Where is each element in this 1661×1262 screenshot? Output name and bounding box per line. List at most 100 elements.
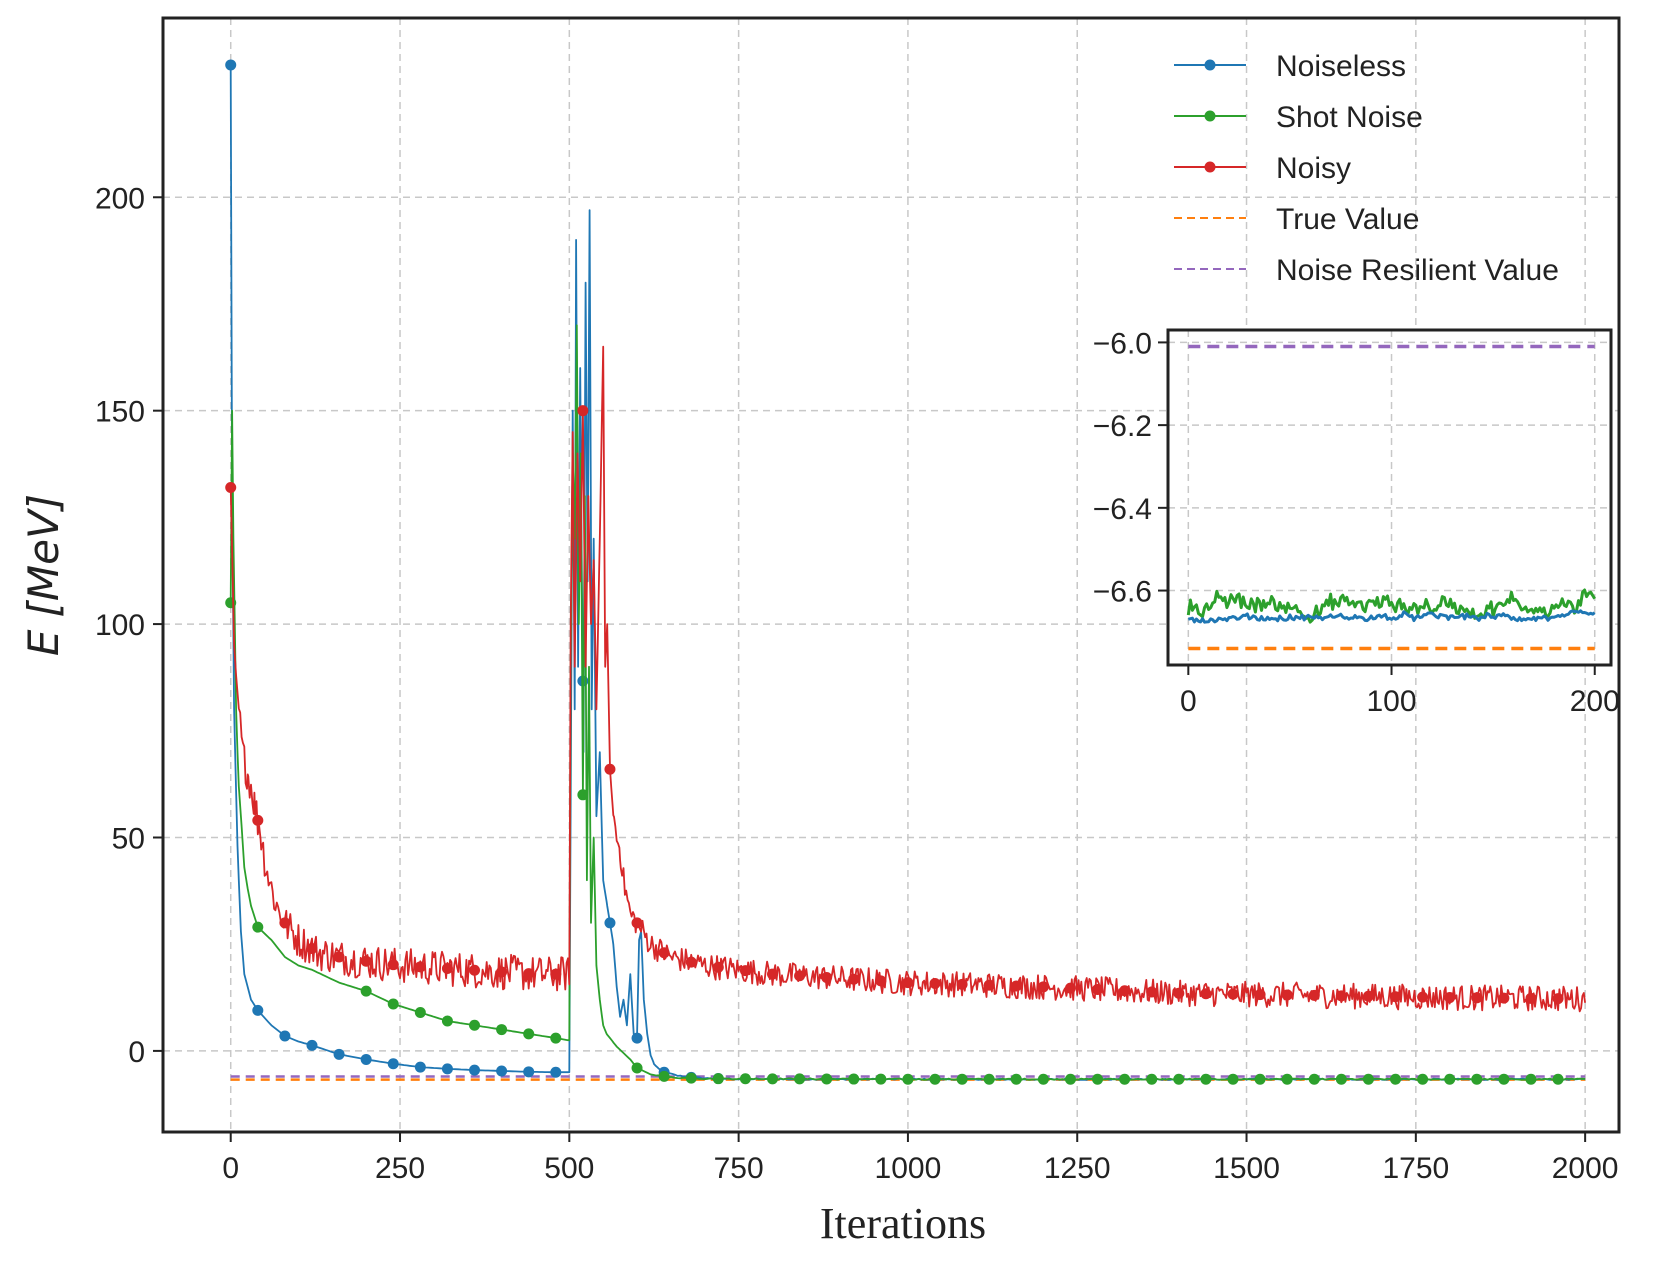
data-point-noisy xyxy=(496,966,508,978)
data-point-noisy xyxy=(279,917,291,929)
data-point-noisy xyxy=(469,964,481,976)
data-point-shot-noise xyxy=(1119,1073,1131,1085)
inset-y-tick-label: −6.6 xyxy=(1093,576,1152,609)
data-point-noisy xyxy=(956,978,968,990)
legend: Noiseless Shot Noise Noisy True Value No… xyxy=(1174,50,1559,287)
inset-y-tick-label: −6.2 xyxy=(1093,410,1152,443)
data-point-shot-noise xyxy=(712,1073,724,1085)
inset-ticks: 0 100 200 −6.6 −6.4 −6.2 −6.0 xyxy=(1093,327,1620,718)
y-tick-label: 100 xyxy=(95,609,145,642)
data-point-shot-noise xyxy=(523,1028,535,1040)
x-axis-label: Iterations xyxy=(820,1199,986,1248)
x-tick-label: 2000 xyxy=(1552,1152,1619,1185)
data-point-shot-noise xyxy=(1173,1073,1185,1085)
data-point-noisy xyxy=(333,951,345,963)
data-point-noisy xyxy=(414,961,426,973)
data-point-noisy xyxy=(1308,989,1320,1001)
data-point-noisy xyxy=(766,968,778,980)
y-tick-label: 0 xyxy=(128,1036,145,1069)
data-point-noiseless xyxy=(387,1058,399,1070)
data-point-noiseless xyxy=(496,1065,508,1077)
data-point-noisy xyxy=(1498,992,1510,1004)
data-point-noisy xyxy=(1146,986,1158,998)
data-point-shot-noise xyxy=(1254,1073,1266,1085)
main-plot-frame xyxy=(161,16,1621,1134)
y-tick-label: 200 xyxy=(95,182,145,215)
data-point-noiseless xyxy=(279,1030,291,1042)
legend-label-noiseless: Noiseless xyxy=(1276,50,1406,83)
data-point-shot-noise xyxy=(360,985,372,997)
data-point-shot-noise xyxy=(902,1073,914,1085)
data-point-noiseless xyxy=(604,917,616,929)
inset-y-tick-label: −6.0 xyxy=(1093,327,1152,360)
data-point-noisy xyxy=(1092,983,1104,995)
data-point-noiseless xyxy=(414,1061,426,1073)
inset-series xyxy=(1186,344,1596,651)
data-point-noisy xyxy=(550,968,562,980)
data-point-noiseless xyxy=(225,59,237,71)
data-point-shot-noise xyxy=(550,1032,562,1044)
data-point-noiseless xyxy=(523,1066,535,1078)
data-point-shot-noise xyxy=(1064,1073,1076,1085)
inset-x-tick-label: 0 xyxy=(1180,685,1197,718)
x-tick-label: 500 xyxy=(544,1152,594,1185)
x-tick-label: 750 xyxy=(714,1152,764,1185)
main-series xyxy=(225,59,1586,1085)
inset-y-tick-label: −6.4 xyxy=(1093,493,1152,526)
data-point-shot-noise xyxy=(496,1024,508,1036)
data-point-noisy xyxy=(794,970,806,982)
legend-label-noise-resilient-value: Noise Resilient Value xyxy=(1276,254,1559,287)
x-tick-label: 250 xyxy=(375,1152,425,1185)
data-point-noisy xyxy=(1281,989,1293,1001)
x-tick-label: 1000 xyxy=(875,1152,942,1185)
data-point-noisy xyxy=(604,763,616,775)
data-point-noisy xyxy=(821,971,833,983)
legend-label-true-value: True Value xyxy=(1276,203,1419,236)
data-point-noisy xyxy=(658,947,670,959)
data-point-noiseless xyxy=(252,1004,264,1016)
data-point-noiseless xyxy=(333,1048,345,1060)
data-point-shot-noise xyxy=(1471,1073,1483,1085)
data-point-shot-noise xyxy=(441,1015,453,1027)
data-point-noisy xyxy=(685,956,697,968)
data-point-shot-noise xyxy=(821,1073,833,1085)
data-point-noisy xyxy=(1119,985,1131,997)
data-point-noiseless xyxy=(631,1032,643,1044)
legend-marker-shot-noise xyxy=(1204,110,1216,122)
data-point-shot-noise xyxy=(1444,1073,1456,1085)
data-point-shot-noise xyxy=(875,1073,887,1085)
data-point-noisy xyxy=(1227,988,1239,1000)
inset-chart: 0 100 200 −6.6 −6.4 −6.2 −6.0 xyxy=(1093,327,1620,718)
inset-plot-frame xyxy=(1166,328,1613,667)
y-tick-label: 50 xyxy=(112,822,145,855)
data-point-noisy xyxy=(577,405,589,417)
data-point-shot-noise xyxy=(1525,1073,1537,1085)
data-point-noisy xyxy=(1037,981,1049,993)
data-point-noisy xyxy=(902,977,914,989)
inset-x-tick-label: 200 xyxy=(1570,685,1620,718)
data-point-noiseless xyxy=(550,1066,562,1078)
data-point-noisy xyxy=(1525,992,1537,1004)
inset-series-line-noiseless xyxy=(1187,609,1596,624)
data-point-noiseless xyxy=(469,1064,481,1076)
data-point-shot-noise xyxy=(1390,1073,1402,1085)
data-point-shot-noise xyxy=(252,921,264,933)
legend-label-shot-noise: Shot Noise xyxy=(1276,101,1423,134)
data-point-shot-noise xyxy=(1552,1073,1564,1085)
data-point-noisy xyxy=(875,975,887,987)
data-point-shot-noise xyxy=(631,1062,643,1074)
y-tick-label: 150 xyxy=(95,396,145,429)
data-point-noisy xyxy=(252,814,264,826)
data-point-shot-noise xyxy=(739,1073,751,1085)
data-point-shot-noise xyxy=(848,1073,860,1085)
legend-entry-noiseless: Noiseless xyxy=(1174,50,1406,83)
data-point-shot-noise xyxy=(1335,1073,1347,1085)
inset-x-tick-label: 100 xyxy=(1367,685,1417,718)
data-point-noisy xyxy=(1552,993,1564,1005)
data-point-shot-noise xyxy=(956,1073,968,1085)
data-point-shot-noise xyxy=(658,1070,670,1082)
data-point-shot-noise xyxy=(1281,1073,1293,1085)
x-tick-label: 1250 xyxy=(1044,1152,1111,1185)
data-point-noisy xyxy=(1200,988,1212,1000)
